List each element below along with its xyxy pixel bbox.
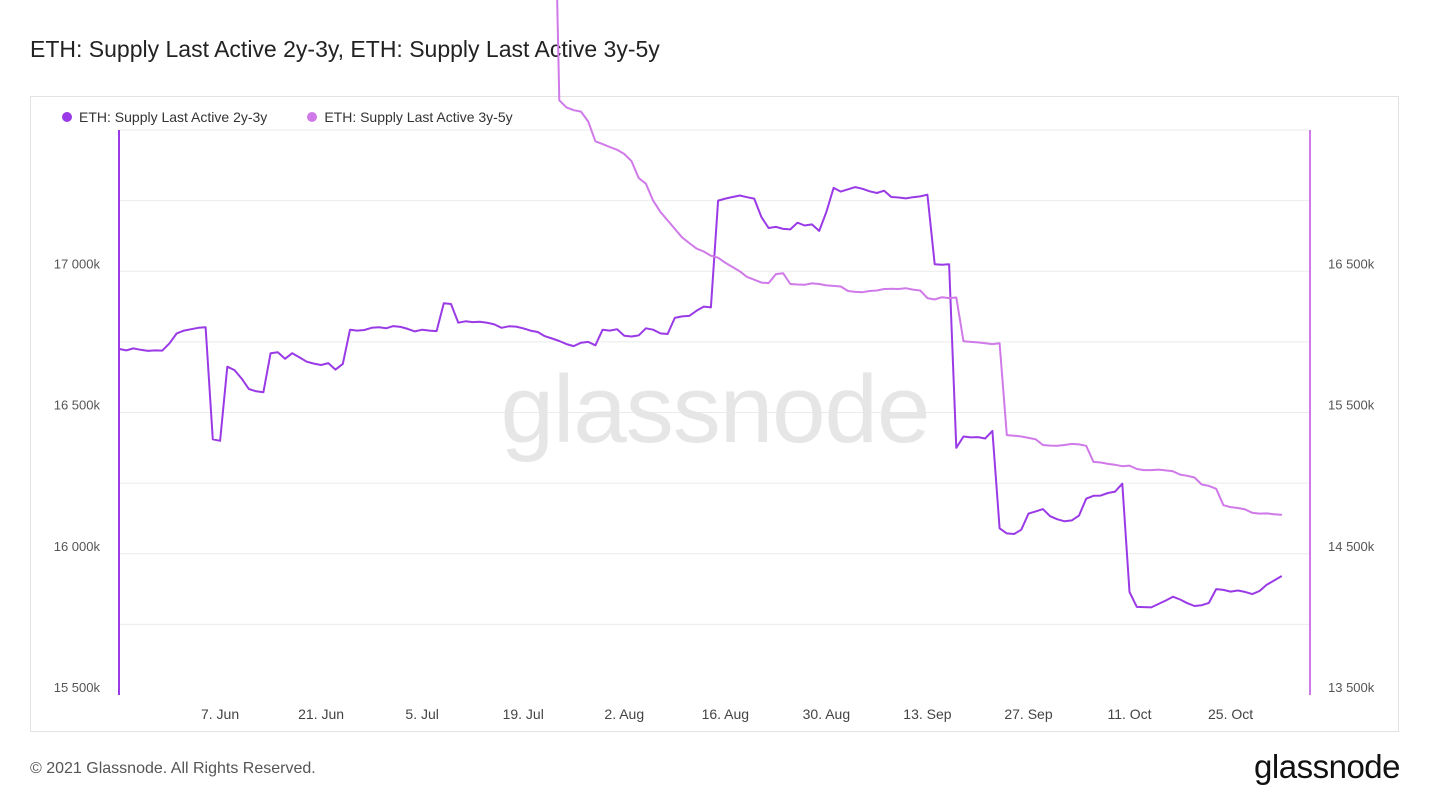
legend-marker-2y-3y bbox=[62, 112, 72, 122]
watermark-text: glassnode bbox=[501, 356, 930, 463]
x-tick-label: 11. Oct bbox=[1107, 706, 1151, 722]
x-tick-label: 13. Sep bbox=[903, 706, 951, 722]
y-left-tick-label: 17 000k bbox=[54, 256, 101, 271]
glassnode-logo[interactable]: glassnode bbox=[1254, 748, 1400, 785]
x-tick-label: 19. Jul bbox=[503, 706, 544, 722]
y-right-tick-label: 15 500k bbox=[1328, 398, 1375, 413]
chart-panel bbox=[30, 96, 1399, 732]
series-line-3y-5y bbox=[556, 0, 1283, 516]
legend-marker-3y-5y bbox=[307, 112, 318, 122]
x-tick-label: 7. Jun bbox=[201, 706, 239, 722]
copyright-text: © 2021 Glassnode. All Rights Reserved. bbox=[30, 760, 316, 777]
y-left-tick-label: 15 500k bbox=[54, 680, 101, 695]
x-tick-label: 2. Aug bbox=[604, 706, 644, 722]
y-left-tick-label: 16 000k bbox=[54, 539, 101, 554]
x-tick-label: 5. Jul bbox=[405, 706, 438, 722]
legend-item-2y-3y[interactable]: ETH: Supply Last Active 2y-3y bbox=[62, 109, 267, 125]
y-left-tick-label: 16 500k bbox=[54, 398, 101, 413]
x-tick-label: 30. Aug bbox=[803, 706, 851, 722]
x-tick-label: 16. Aug bbox=[702, 706, 750, 722]
chart-title: ETH: Supply Last Active 2y-3y, ETH: Supp… bbox=[30, 36, 660, 62]
legend-label-3y-5y: ETH: Supply Last Active 3y-5y bbox=[324, 109, 513, 125]
x-tick-label: 27. Sep bbox=[1004, 706, 1052, 722]
y-right-tick-label: 14 500k bbox=[1328, 539, 1375, 554]
x-tick-label: 21. Jun bbox=[298, 706, 344, 722]
x-tick-label: 25. Oct bbox=[1208, 706, 1253, 722]
series-line-2y-3y bbox=[118, 186, 1283, 609]
y-right-tick-label: 13 500k bbox=[1328, 680, 1375, 695]
chart-legend: ETH: Supply Last Active 2y-3y ETH: Suppl… bbox=[62, 109, 513, 125]
legend-item-3y-5y[interactable]: ETH: Supply Last Active 3y-5y bbox=[307, 109, 513, 125]
legend-label-2y-3y: ETH: Supply Last Active 2y-3y bbox=[79, 109, 268, 125]
y-right-tick-label: 16 500k bbox=[1328, 256, 1375, 271]
